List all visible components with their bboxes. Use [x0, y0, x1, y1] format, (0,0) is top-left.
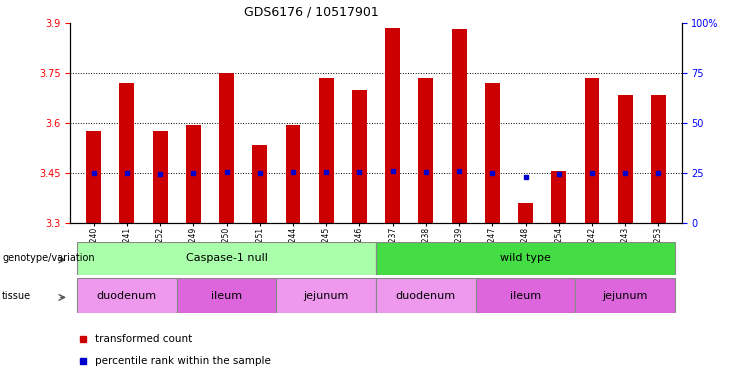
Bar [186, 124, 201, 223]
Text: percentile rank within the sample: percentile rank within the sample [95, 356, 270, 366]
Text: transformed count: transformed count [95, 334, 192, 344]
Bar [585, 78, 599, 223]
Text: jejunum: jejunum [304, 291, 349, 301]
Bar [86, 131, 101, 223]
Bar [452, 29, 467, 223]
Bar [576, 278, 675, 313]
Bar [276, 278, 376, 313]
Bar [376, 278, 476, 313]
Bar [285, 124, 300, 223]
Bar [219, 73, 234, 223]
Bar [77, 242, 376, 275]
Bar [153, 131, 167, 223]
Bar [176, 278, 276, 313]
Text: tissue: tissue [2, 291, 31, 301]
Bar [485, 83, 500, 223]
Text: Caspase-1 null: Caspase-1 null [185, 253, 268, 263]
Bar [419, 78, 433, 223]
Bar [352, 89, 367, 223]
Bar [376, 242, 675, 275]
Text: wild type: wild type [500, 253, 551, 263]
Bar [119, 83, 134, 223]
Bar [551, 171, 566, 223]
Bar [252, 144, 268, 223]
Bar [476, 278, 576, 313]
Text: duodenum: duodenum [396, 291, 456, 301]
Bar [518, 203, 533, 223]
Text: ileum: ileum [510, 291, 541, 301]
Text: duodenum: duodenum [97, 291, 157, 301]
Bar [319, 78, 333, 223]
Bar [618, 94, 633, 223]
Text: GDS6176 / 10517901: GDS6176 / 10517901 [244, 6, 379, 19]
Bar [77, 278, 176, 313]
Bar [385, 28, 400, 223]
Text: jejunum: jejunum [602, 291, 648, 301]
Text: genotype/variation: genotype/variation [2, 253, 95, 263]
Text: ileum: ileum [211, 291, 242, 301]
Bar [651, 94, 666, 223]
